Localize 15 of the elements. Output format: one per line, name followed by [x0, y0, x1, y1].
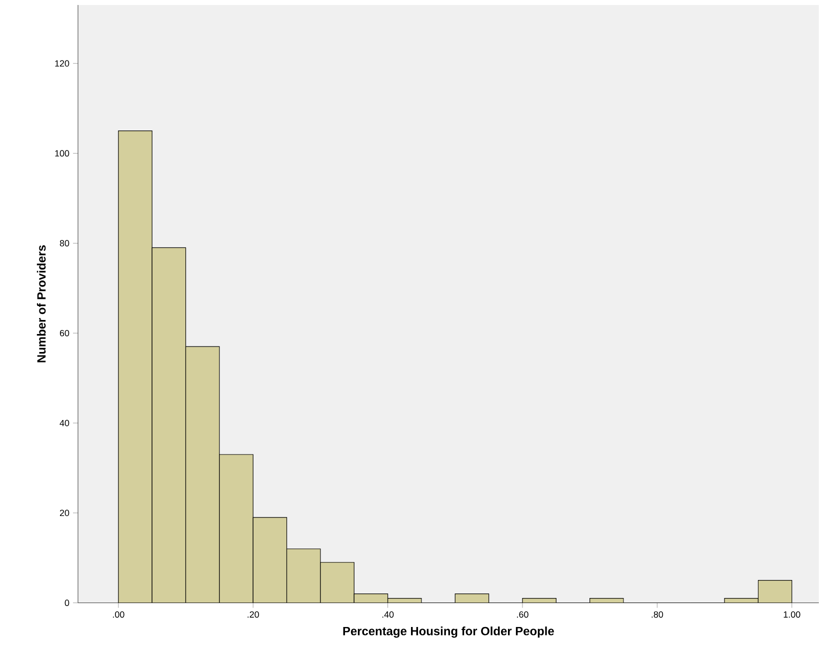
x-tick-label: .80	[652, 611, 664, 618]
y-tick-label: 20	[60, 510, 70, 516]
x-tick-label: .40	[382, 611, 394, 618]
x-tick-label: .20	[248, 611, 259, 618]
x-axis-title: Percentage Housing for Older People	[343, 626, 554, 638]
y-tick-label: 100	[55, 150, 70, 157]
y-tick-label: 120	[55, 60, 70, 67]
y-tick-label: 60	[60, 330, 70, 336]
x-tick-label: 1.00	[784, 611, 800, 618]
y-axis-title: Number of Providers	[36, 245, 46, 362]
y-tick-label: 80	[60, 240, 70, 246]
y-tick-label: 0	[64, 600, 70, 606]
x-tick-label: .60	[517, 611, 528, 618]
y-tick-label: 40	[60, 420, 70, 426]
x-tick-label: .00	[112, 611, 124, 618]
